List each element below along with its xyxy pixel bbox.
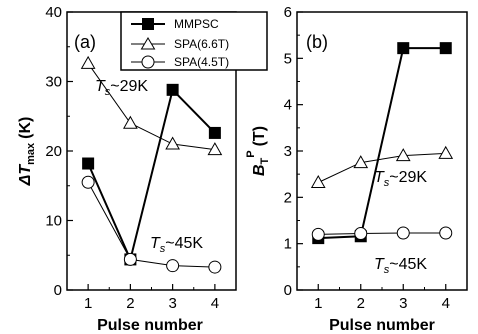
y-tick-label: 0 — [54, 282, 62, 299]
x-tick-label: 3 — [168, 295, 176, 312]
data-point-circle — [166, 259, 180, 273]
data-point-triangle — [395, 148, 411, 162]
annotation-ts: T — [374, 256, 385, 273]
panel-b-annotation-45k: Ts~45K — [374, 256, 427, 276]
data-point-triangle — [310, 174, 326, 189]
panel-b-xlabel: Pulse number — [329, 317, 435, 334]
annotation-ts-sub: s — [105, 86, 111, 98]
x-tick-label: 4 — [442, 295, 450, 312]
ylabel-sub: max — [25, 142, 37, 165]
annotation-ts-sub: s — [160, 243, 166, 255]
data-point-circle — [439, 226, 453, 240]
y-tick-label: 0 — [284, 282, 292, 299]
ylabel-sub: T — [259, 157, 271, 164]
data-point-circle — [81, 175, 95, 189]
y-tick-label: 1 — [284, 236, 292, 253]
series-line-filled-square — [87, 87, 216, 263]
panel-b-ticks: 1 2 3 4 0 1 2 3 4 5 6 — [284, 4, 450, 312]
x-tick-label: 3 — [399, 295, 407, 312]
panel-a-annotation-29k: Ts~29K — [95, 78, 148, 98]
y-tick-label: 4 — [284, 97, 292, 114]
ylabel-unit: (T) — [251, 126, 268, 146]
ylabel-unit: (K) — [17, 117, 34, 139]
legend-marker-spa66 — [140, 37, 156, 50]
data-point-triangle — [438, 145, 454, 159]
panel-a-label: (a) — [74, 32, 96, 52]
y-tick-label: 5 — [284, 50, 292, 67]
annotation-ts: T — [95, 78, 106, 95]
data-point-triangle — [80, 55, 96, 69]
series-line-open-circle — [87, 182, 215, 268]
x-tick-label: 1 — [84, 295, 92, 312]
annotation-value: ~29K — [110, 78, 148, 95]
panel-a-ylabel: ΔTmax (K) — [17, 117, 37, 187]
x-tick-label: 1 — [314, 295, 322, 312]
data-point-circle — [354, 226, 368, 240]
series-line-open-circle — [318, 232, 446, 235]
panel-b-ylabel: BTP (T) — [245, 126, 271, 176]
annotation-value: ~29K — [389, 169, 427, 186]
data-point-circle — [208, 260, 222, 274]
data-point-circle — [396, 226, 410, 240]
legend-label-spa66: SPA(6.6T) — [174, 37, 229, 51]
series-line-filled-square — [318, 47, 446, 240]
legend: MMPSC SPA(6.6T) SPA(4.5T) — [120, 11, 268, 71]
legend-label-mmpsc: MMPSC — [174, 17, 219, 31]
x-tick-label: 4 — [211, 295, 219, 312]
data-point-triangle — [165, 136, 180, 150]
panel-a-xlabel: Pulse number — [97, 317, 203, 334]
annotation-value: ~45K — [165, 235, 203, 252]
y-tick-label: 6 — [284, 4, 292, 21]
series-line-open-triangle — [318, 152, 446, 183]
legend-marker-mmpsc — [142, 18, 154, 30]
annotation-ts-sub: s — [384, 177, 390, 189]
data-point-square — [166, 83, 179, 96]
panel-b-annotation-29k: Ts~29K — [374, 169, 427, 189]
data-point-triangle — [353, 155, 369, 169]
data-point-square — [439, 42, 452, 55]
panel-b-label: (b) — [306, 32, 328, 52]
panel-b-series — [310, 42, 454, 245]
y-tick-label: 20 — [45, 143, 62, 160]
series-line-open-triangle — [87, 63, 215, 151]
y-tick-label: 2 — [284, 189, 292, 206]
annotation-ts-sub: s — [384, 264, 390, 276]
data-point-triangle — [123, 115, 138, 129]
x-tick-label: 2 — [357, 295, 365, 312]
data-point-square — [208, 126, 221, 139]
annotation-value: ~45K — [389, 256, 427, 273]
panel-a-annotation-45k: Ts~45K — [150, 235, 203, 255]
ylabel-main: B — [251, 164, 268, 176]
y-tick-label: 30 — [45, 74, 62, 91]
panel-a-series — [80, 55, 223, 274]
ylabel-sup: P — [245, 150, 257, 157]
x-tick-label: 2 — [126, 295, 134, 312]
legend-marker-spa45 — [141, 55, 155, 69]
annotation-ts: T — [150, 235, 161, 252]
y-tick-label: 10 — [45, 213, 62, 230]
data-point-square — [397, 42, 410, 55]
ylabel-main: ΔT — [17, 164, 34, 187]
data-point-circle — [311, 227, 325, 241]
legend-label-spa45: SPA(4.5T) — [174, 55, 229, 69]
annotation-ts: T — [374, 169, 385, 186]
data-point-triangle — [207, 142, 223, 156]
y-tick-label: 3 — [284, 143, 292, 160]
data-point-circle — [123, 252, 137, 266]
data-point-square — [82, 157, 95, 170]
y-tick-label: 40 — [45, 4, 62, 21]
